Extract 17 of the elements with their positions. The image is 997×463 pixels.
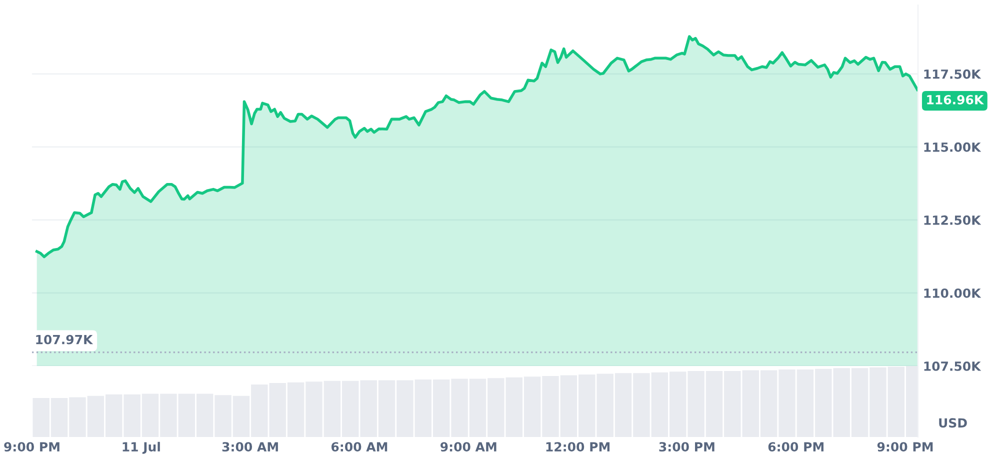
y-tick-label: 115.00K [924, 142, 982, 152]
annotation: 116.96K [927, 94, 984, 104]
y-tick-label: 110.00K [924, 288, 982, 298]
x-tick-label: 12:00 PM [546, 442, 610, 452]
x-tick-label: 11 Jul [122, 442, 160, 454]
x-tick-label: 3:00 AM [222, 442, 278, 452]
x-tick-label: 9:00 PM [4, 442, 60, 452]
y-tick-label: 107.50K [924, 361, 982, 371]
y-axis-title: USD [939, 418, 967, 428]
x-tick-label: 6:00 PM [768, 442, 824, 452]
y-tick-label: 112.50K [924, 215, 982, 225]
ref-line-label: 107.97K [36, 334, 94, 344]
x-tick-label: 3:00 PM [659, 442, 714, 452]
y-tick-label: 117.50K [924, 69, 982, 79]
x-tick-label: 9:00 AM [440, 442, 496, 452]
x-tick-label: 6:00 AM [331, 442, 388, 452]
x-tick-label: 9:00 PM [877, 442, 933, 452]
